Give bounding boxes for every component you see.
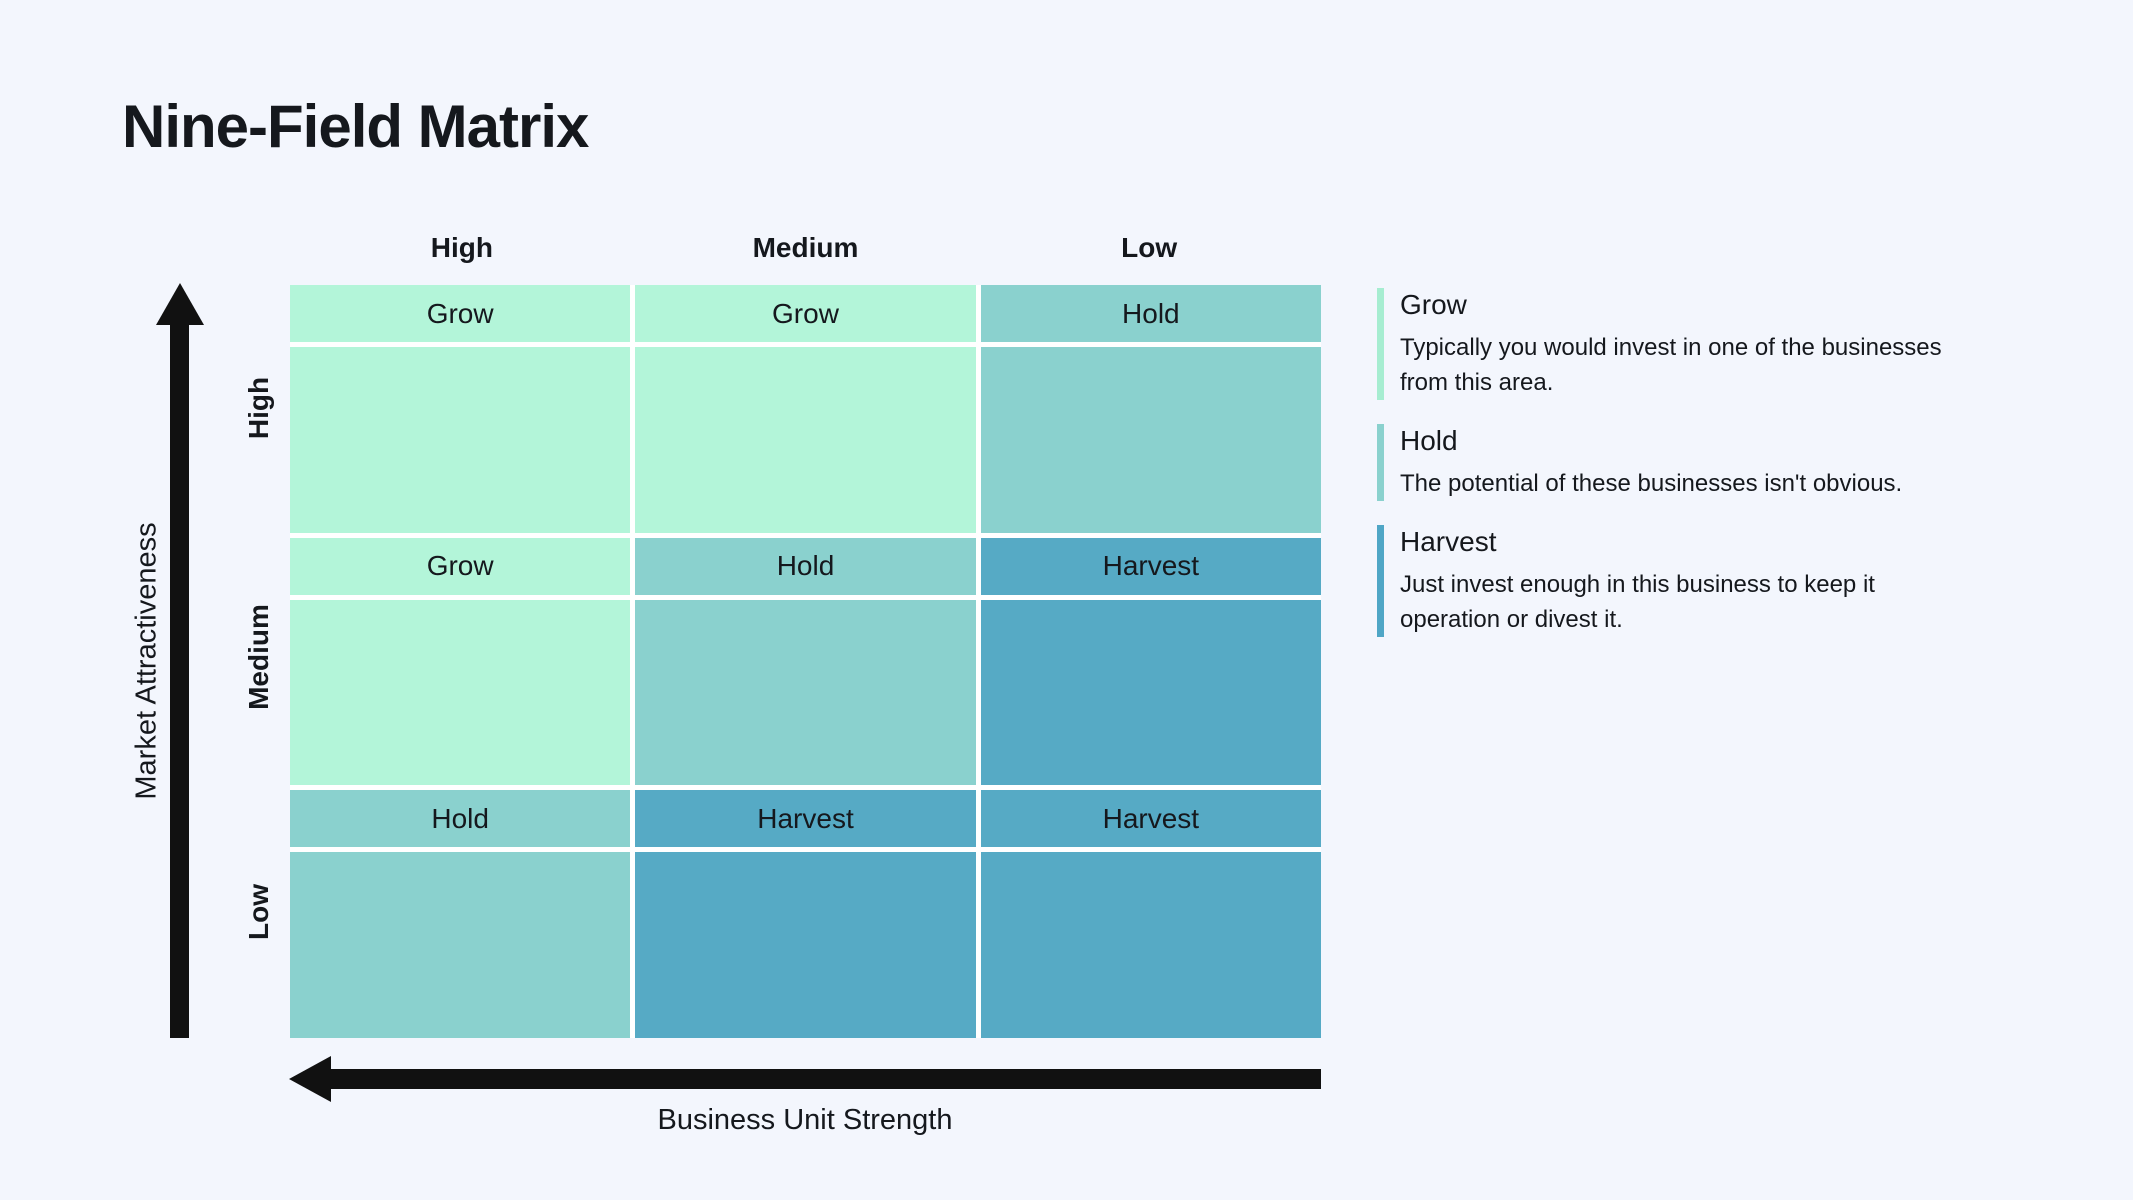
cell-label: Harvest (757, 802, 854, 834)
row-header-medium: Medium (243, 604, 274, 710)
legend: Grow Typically you would invest in one o… (1377, 288, 1947, 661)
cell-label-strip: Harvest (980, 537, 1321, 595)
cell-body (635, 852, 976, 1038)
cell-body (635, 347, 976, 533)
legend-item-harvest: Harvest Just invest enough in this busin… (1377, 525, 1947, 637)
matrix-cell: Grow (290, 537, 631, 786)
legend-title: Harvest (1400, 526, 1497, 557)
cell-label: Harvest (1102, 550, 1200, 582)
cell-label: Hold (1122, 297, 1180, 329)
cell-body (980, 347, 1321, 533)
matrix-cell: Hold (980, 285, 1321, 533)
matrix-cell: Harvest (980, 790, 1321, 1038)
cell-label-strip: Harvest (980, 790, 1321, 848)
cell-label-strip: Grow (290, 285, 631, 342)
row-header-low: Low (243, 884, 274, 940)
cell-label-strip: Hold (980, 285, 1321, 342)
y-axis-label: Market Attractiveness (130, 522, 163, 800)
legend-description: The potential of these businesses isn't … (1400, 470, 1903, 497)
cell-label: Hold (776, 550, 835, 582)
legend-title: Hold (1400, 425, 1458, 456)
cell-body (290, 599, 631, 786)
matrix-cell: Grow (290, 285, 631, 533)
y-axis-arrow-shaft (170, 320, 189, 1038)
cell-label: Hold (431, 802, 489, 834)
page-title: Nine-Field Matrix (122, 93, 589, 160)
matrix-cell: Grow (635, 285, 976, 533)
legend-item-grow: Grow Typically you would invest in one o… (1377, 288, 1947, 400)
matrix-cell: Hold (290, 790, 631, 1038)
x-axis-arrow-shaft (330, 1069, 1321, 1089)
cell-label: Grow (426, 297, 494, 329)
up-arrow-icon (156, 283, 204, 325)
left-arrow-icon (289, 1056, 331, 1102)
cell-body (980, 599, 1321, 786)
legend-title: Grow (1400, 289, 1467, 320)
cell-body (290, 852, 631, 1038)
x-axis-label: Business Unit Strength (657, 1104, 953, 1136)
column-headers: High Medium Low (290, 224, 1321, 272)
cell-body (290, 347, 631, 533)
cell-label: Harvest (1102, 802, 1200, 834)
cell-label-strip: Hold (290, 790, 631, 848)
legend-description: Just invest enough in this business to k… (1400, 571, 1875, 633)
cell-label-strip: Grow (635, 285, 976, 342)
matrix-cell: Hold (635, 537, 976, 786)
cell-body (980, 852, 1321, 1038)
column-header-low: Low (1121, 232, 1178, 263)
matrix-grid: Grow Grow Hold Grow Hold Harvest Hold H (290, 285, 1321, 1038)
cell-label-strip: Harvest (635, 790, 976, 848)
cell-label-strip: Hold (635, 537, 976, 595)
cell-label: Grow (426, 550, 494, 582)
matrix-cell: Harvest (635, 790, 976, 1038)
cell-label-strip: Grow (290, 537, 631, 595)
column-header-medium: Medium (752, 232, 859, 263)
row-header-high: High (243, 376, 274, 440)
cell-body (635, 599, 976, 786)
matrix-cell: Harvest (980, 537, 1321, 786)
cell-label: Grow (772, 297, 839, 329)
column-header-high: High (430, 232, 493, 263)
legend-description: Typically you would invest in one of the… (1400, 334, 1942, 396)
legend-item-hold: Hold The potential of these businesses i… (1377, 424, 1947, 501)
